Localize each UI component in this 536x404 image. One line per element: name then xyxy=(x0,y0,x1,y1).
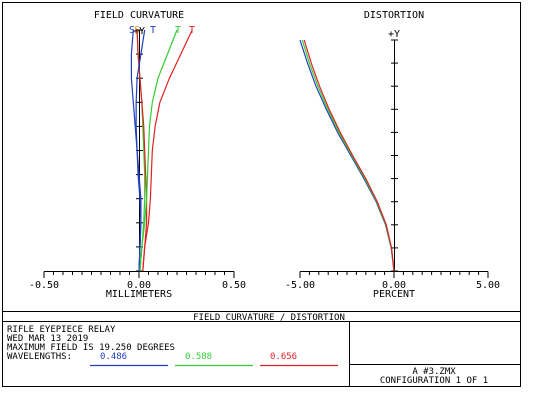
field-curvature-xlabel: MILLIMETERS xyxy=(106,289,172,300)
x-tick-label: 0.00 xyxy=(127,280,151,291)
distortion-series xyxy=(299,39,395,272)
fc-series-line-5 xyxy=(142,29,193,272)
footer-wavelengths-label: WAVELENGTHS: xyxy=(7,352,72,362)
distortion-title: DISTORTION xyxy=(364,10,424,21)
footer-date: WED MAR 13 2019 xyxy=(7,334,88,344)
curve-label-t: T xyxy=(175,25,181,36)
field-curvature-title: FIELD CURVATURE xyxy=(94,10,184,21)
distortion-xlabel: PERCENT xyxy=(373,289,415,300)
footer-file-name: A #3.ZMX xyxy=(412,367,456,377)
x-tick-label: -0.50 xyxy=(29,280,59,291)
figure-border xyxy=(2,2,521,387)
wavelength-legend: 0.486 0.588 0.656 xyxy=(90,352,338,367)
fc-series-line-2 xyxy=(136,29,148,272)
footer-system-name: RIFLE EYEPIECE RELAY xyxy=(7,325,116,335)
field-curvature-plot: FIELD CURVATURE +Y SSTTT -0.500.000.50 M… xyxy=(29,10,246,300)
x-tick-label: -5.00 xyxy=(285,280,315,291)
field-curvature-series xyxy=(130,29,193,272)
x-tick-label: 0.50 xyxy=(222,280,246,291)
footer-info-box: FIELD CURVATURE / DISTORTION RIFLE EYEPI… xyxy=(2,311,521,387)
x-tick-label: 0.00 xyxy=(382,280,406,291)
footer-max-field: MAXIMUM FIELD IS 19.250 DEGREES xyxy=(7,343,175,353)
wavelength-value: 0.486 xyxy=(100,352,127,362)
curve-label-s: S xyxy=(129,25,135,36)
distortion-plot: DISTORTION +Y -5.00 0.00 5.00 PERCENT xyxy=(285,10,500,300)
wavelength-value: 0.656 xyxy=(270,352,297,362)
fc-series-line-4 xyxy=(139,29,178,272)
distortion-axes: -5.00 0.00 5.00 xyxy=(285,39,500,291)
x-tick-label: 5.00 xyxy=(476,280,500,291)
distortion-field-label: +Y xyxy=(388,29,400,40)
curve-label-t: T xyxy=(150,25,156,36)
footer-banner: FIELD CURVATURE / DISTORTION xyxy=(193,313,345,323)
dist-series-line-2 xyxy=(303,39,395,272)
fc-series-line-3 xyxy=(135,29,146,272)
wavelength-value: 0.588 xyxy=(185,352,212,362)
footer-configuration: CONFIGURATION 1 OF 1 xyxy=(380,376,488,386)
